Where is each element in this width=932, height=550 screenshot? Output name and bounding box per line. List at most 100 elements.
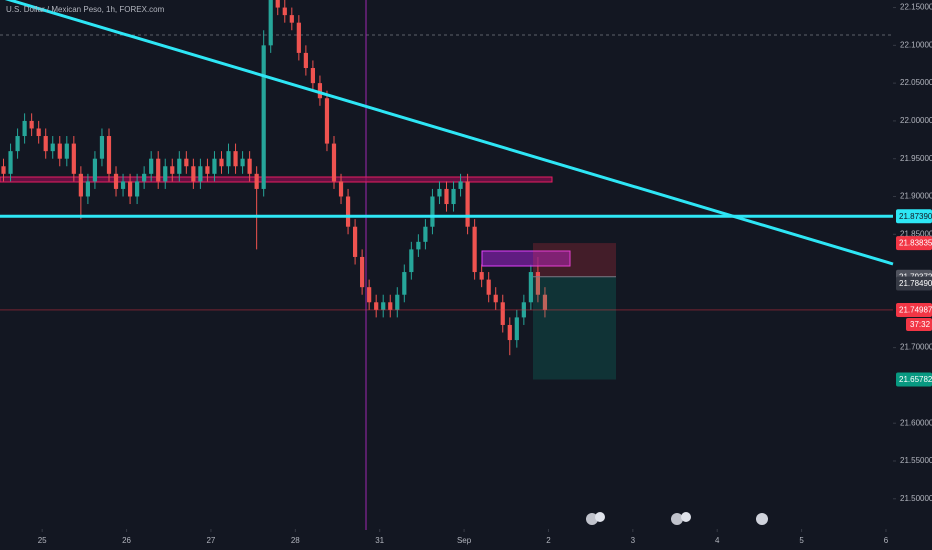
- candle-body: [184, 158, 189, 167]
- candle-body: [226, 151, 231, 167]
- candle-body: [127, 181, 133, 197]
- candle-body: [528, 272, 533, 303]
- price-label: 21.83835: [899, 239, 932, 248]
- y-tick-label: 22.10000: [900, 40, 932, 49]
- candle-body: [36, 128, 41, 137]
- candle-body: [374, 302, 379, 310]
- candle-body: [113, 173, 119, 189]
- candle-body: [486, 279, 491, 295]
- candle-body: [233, 151, 238, 167]
- candle-body: [163, 166, 168, 182]
- candle-body: [247, 158, 252, 174]
- candle-body: [240, 158, 245, 167]
- y-tick-label: 21.50000: [900, 494, 932, 503]
- price-label: 21.78490: [899, 279, 932, 288]
- price-label-bg: [896, 236, 932, 251]
- candle-body: [50, 143, 55, 152]
- candle-body: [395, 294, 400, 310]
- candle-body: [360, 256, 365, 288]
- x-tick-label: 3: [631, 536, 636, 545]
- event-icon: [586, 513, 598, 525]
- candle-body: [310, 68, 316, 84]
- candle-body: [500, 302, 505, 325]
- chart-title: U.S. Dollar / Mexican Peso, 1h, FOREX.co…: [6, 5, 165, 14]
- y-tick-label: 22.00000: [900, 116, 932, 125]
- countdown: 37:32: [910, 320, 931, 329]
- event-icon: [595, 512, 605, 522]
- price-label-bg: [896, 276, 932, 291]
- y-tick-label: 21.70000: [900, 343, 932, 352]
- candle-body: [458, 181, 463, 189]
- candle-body: [472, 226, 477, 273]
- x-tick-label: 31: [375, 536, 384, 545]
- candle-body: [29, 120, 34, 129]
- y-tick-label: 21.60000: [900, 418, 932, 427]
- event-icon: [681, 512, 691, 522]
- candle-body: [142, 173, 147, 182]
- y-tick-label: 21.55000: [900, 456, 932, 465]
- candle-body: [198, 166, 203, 182]
- candle-body: [268, 0, 273, 46]
- candle-body: [479, 272, 484, 280]
- candle-body: [317, 83, 323, 99]
- x-tick-label: 26: [122, 536, 131, 545]
- candle-body: [345, 196, 351, 227]
- x-tick-label: 4: [715, 536, 720, 545]
- candle-body: [22, 120, 27, 137]
- candle-body: [1, 166, 6, 174]
- candle-body: [451, 188, 456, 205]
- candle-body: [78, 173, 83, 197]
- x-tick-label: 27: [206, 536, 215, 545]
- candle-body: [282, 7, 287, 16]
- candle-body: [135, 181, 140, 197]
- candle-body: [289, 15, 294, 23]
- candle-body: [64, 143, 69, 159]
- candle-body: [254, 173, 259, 189]
- candle-body: [324, 98, 330, 144]
- x-tick-label: 25: [38, 536, 47, 545]
- x-tick-label: 2: [546, 536, 551, 545]
- y-tick-label: 21.95000: [900, 154, 932, 163]
- candle-body: [15, 136, 20, 152]
- candles: [1, 0, 548, 356]
- y-tick-label: 22.15000: [900, 3, 932, 12]
- candle-body: [381, 302, 386, 310]
- countdown-bg: [906, 317, 932, 331]
- candle-body: [191, 166, 196, 182]
- x-tick-label: 5: [799, 536, 804, 545]
- x-tick-label: 6: [884, 536, 889, 545]
- candle-body: [149, 158, 154, 174]
- trendline: [4, 0, 894, 266]
- candle-body: [212, 158, 217, 174]
- candle-body: [261, 45, 266, 189]
- event-icons: [586, 512, 768, 525]
- candle-body: [303, 52, 308, 69]
- candle-body: [219, 158, 224, 167]
- candle-body: [8, 151, 13, 174]
- y-tick-label: 22.05000: [900, 78, 932, 87]
- candle-body: [57, 143, 62, 159]
- target-zone: [533, 276, 616, 380]
- supply-box: [481, 250, 571, 267]
- event-icon: [671, 513, 683, 525]
- stop-zone: [533, 243, 616, 277]
- candle-body: [542, 294, 548, 310]
- candle-body: [120, 181, 126, 189]
- candle-body: [43, 136, 48, 152]
- candle-body: [99, 136, 105, 159]
- candle-body: [156, 158, 161, 182]
- candle-body: [444, 188, 449, 205]
- candle-body: [493, 294, 498, 303]
- candle-body: [296, 22, 301, 53]
- y-tick-label: 21.90000: [900, 192, 932, 201]
- price-label: 21.87390: [899, 212, 932, 221]
- resistance-zone: [0, 176, 553, 183]
- candle-body: [416, 241, 421, 250]
- candle-body: [85, 181, 90, 197]
- candle-body: [423, 226, 428, 242]
- candle-body: [106, 136, 112, 174]
- candle-body: [275, 0, 280, 8]
- candle-body: [205, 166, 210, 174]
